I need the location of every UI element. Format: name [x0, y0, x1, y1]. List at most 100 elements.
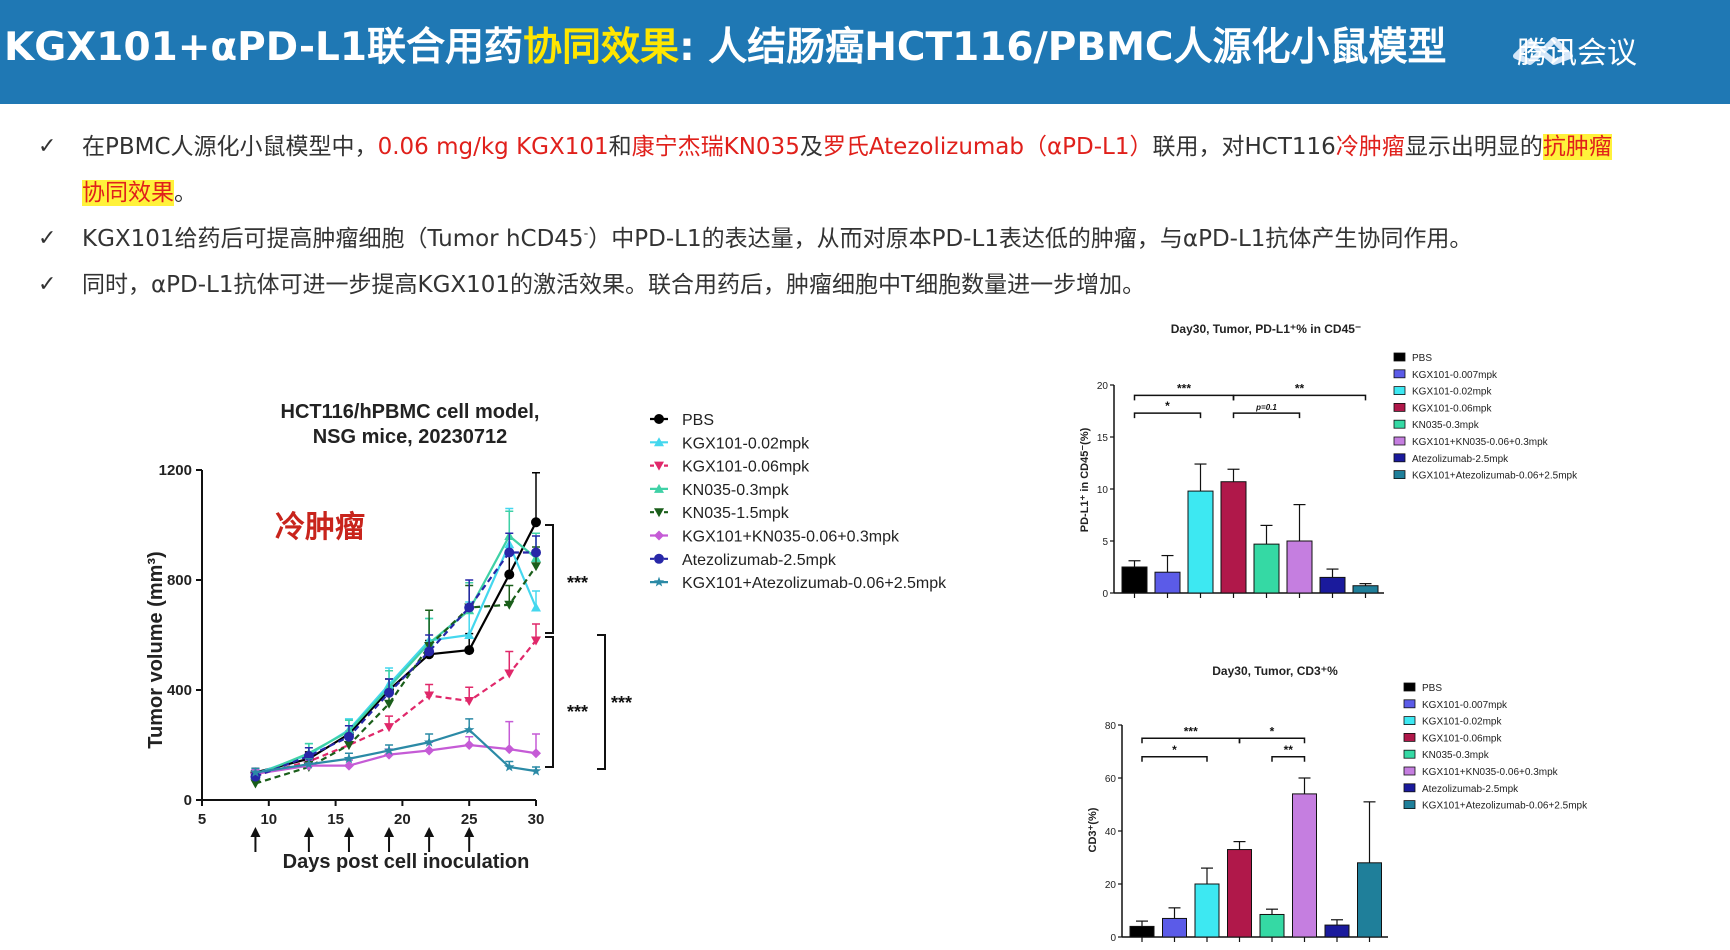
- b1-text-g: 联用，对HCT116: [1152, 134, 1336, 160]
- legend-label: KGX101+KN035-0.06+0.3mpk: [1422, 767, 1559, 778]
- legend-swatch: [1403, 699, 1416, 709]
- b1-text-h: 冷肿瘤: [1335, 134, 1405, 160]
- legend-marker: [654, 414, 664, 424]
- bar: [1194, 883, 1220, 938]
- bar: [1154, 571, 1181, 594]
- legend-label: KN035-0.3mpk: [1412, 420, 1480, 431]
- y-tick-label: 5: [1102, 537, 1108, 548]
- bar1-title: Day30, Tumor, PD-L1⁺% in CD45⁻: [1171, 322, 1362, 336]
- sig-label: *: [1270, 724, 1275, 738]
- data-point: [343, 731, 354, 742]
- b1-text-c: 和: [608, 134, 632, 160]
- b1-text-l: 。: [174, 180, 197, 206]
- sig-bracket-outer: [597, 634, 606, 770]
- legend-label: KGX101+Atezolizumab-0.06+2.5mpk: [1422, 801, 1588, 812]
- check-icon: ✓: [38, 226, 57, 251]
- data-point: [343, 753, 355, 764]
- b2-text-a: KGX101给药后可提高肿瘤细胞（Tumor hCD45: [82, 226, 584, 252]
- legend-label: KGX101-0.06mpk: [682, 459, 810, 476]
- series-line: [255, 565, 537, 785]
- legend-marker: [654, 483, 664, 493]
- title-part2: : 人结肠癌HCT116/PBMC人源化小鼠模型: [679, 25, 1447, 70]
- sig-label: *: [1172, 743, 1177, 757]
- sig-bracket: [1133, 394, 1235, 401]
- legend-label: KGX101-0.06mpk: [1422, 733, 1502, 744]
- legend-swatch: [1403, 733, 1416, 742]
- data-point: [504, 600, 515, 610]
- sig-bracket-upper: [545, 524, 554, 634]
- data-point: [343, 741, 354, 750]
- dosing-arrow-icon: [303, 827, 314, 837]
- title-highlight: 协同效果: [523, 25, 680, 70]
- bar: [1121, 566, 1148, 594]
- cold-tumor-annotation: 冷肿瘤: [275, 511, 365, 544]
- data-point: [464, 602, 475, 613]
- data-point: [424, 646, 435, 657]
- series-kn035-1-5mpk: [250, 546, 541, 789]
- series-line: [255, 639, 537, 777]
- bar: [1227, 849, 1252, 938]
- y-tick-label: 40: [1105, 827, 1117, 838]
- legend-swatch: [1393, 419, 1406, 429]
- bullet-item-1: ✓ 在PBMC人源化小鼠模型中，0.06 mg/kg KGX101和康宁杰瑞KN…: [38, 124, 1728, 216]
- data-point: [464, 724, 475, 735]
- dosing-arrow-icon: [424, 827, 435, 837]
- b2-text-b: ）中PD-L1的表达量，从而对原本PD-L1表达低的肿瘤，与αPD-L1抗体产生…: [588, 226, 1473, 252]
- data-point: [384, 699, 395, 709]
- sig-label: *: [1165, 399, 1170, 413]
- bar: [1324, 924, 1350, 938]
- line-chart-title-2: NSG mice, 20230712: [313, 426, 508, 448]
- legend-label: KN035-0.3mpk: [682, 482, 790, 499]
- data-point: [531, 547, 541, 558]
- data-point: [424, 745, 435, 756]
- bar: [1292, 793, 1317, 938]
- legend-label: Atezolizumab-2.5mpk: [682, 552, 837, 569]
- legend-swatch: [1403, 682, 1416, 692]
- sig-label: **: [1295, 381, 1305, 395]
- legend-label: KN035-1.5mpk: [682, 505, 790, 522]
- y-tick-label: 80: [1105, 721, 1117, 732]
- b1-text-f: 罗氏Atezolizumab（αPD-L1）: [822, 134, 1153, 160]
- sig-bracket-lower: [545, 636, 554, 768]
- series-line: [255, 551, 536, 778]
- y-tick-label: 0: [1102, 589, 1108, 600]
- data-point: [504, 744, 515, 755]
- data-point: [504, 669, 515, 679]
- bar: [1187, 490, 1214, 594]
- series-line: [255, 728, 537, 774]
- legend-marker: [654, 508, 664, 518]
- legend-label: KGX101-0.02mpk: [1422, 717, 1502, 728]
- data-point: [464, 740, 475, 750]
- legend-label: PBS: [1412, 353, 1432, 364]
- line-chart-xlabel: Days post cell inoculation: [283, 851, 530, 873]
- data-point: [423, 736, 435, 747]
- b2-superscript: -: [583, 226, 589, 242]
- y-tick-label: 60: [1105, 774, 1117, 785]
- check-icon: ✓: [38, 134, 57, 159]
- data-point: [464, 697, 475, 706]
- bar: [1162, 917, 1187, 938]
- bullet-item-2: ✓ KGX101给药后可提高肿瘤细胞（Tumor hCD45-）中PD-L1的表…: [38, 216, 1728, 262]
- data-point: [504, 569, 515, 580]
- bar: [1253, 543, 1280, 594]
- legend-swatch: [1393, 369, 1406, 379]
- legend-swatch: [1403, 716, 1416, 725]
- legend-label: KGX101-0.02mpk: [682, 435, 810, 452]
- legend-label: KGX101-0.02mpk: [1412, 387, 1492, 398]
- series-kgx101-kn035-0-06-0-3mpk: [250, 720, 541, 779]
- data-point: [504, 761, 515, 772]
- legend-swatch: [1393, 386, 1406, 395]
- sig-bracket: [1141, 756, 1208, 762]
- y-tick-label: 0: [184, 792, 192, 809]
- legend-label: KGX101-0.007mpk: [1412, 370, 1498, 381]
- dosing-arrow-icon: [464, 827, 475, 837]
- y-tick-label: 800: [167, 572, 192, 589]
- b3-text: 同时，αPD-L1抗体可进一步提高KGX101的激活效果。联合用药后，肿瘤细胞中…: [82, 272, 1146, 298]
- pdl1-bar-chart: Day30, Tumor, PD-L1⁺% in CD45⁻ PD-L1⁺ in…: [1079, 322, 1578, 600]
- bar: [1352, 585, 1379, 594]
- line-chart-title-1: HCT116/hPBMC cell model,: [281, 401, 540, 423]
- legend-swatch: [1403, 766, 1416, 776]
- sig-label: ***: [1184, 724, 1198, 738]
- legend-label: KGX101+KN035-0.06+0.3mpk: [682, 529, 900, 546]
